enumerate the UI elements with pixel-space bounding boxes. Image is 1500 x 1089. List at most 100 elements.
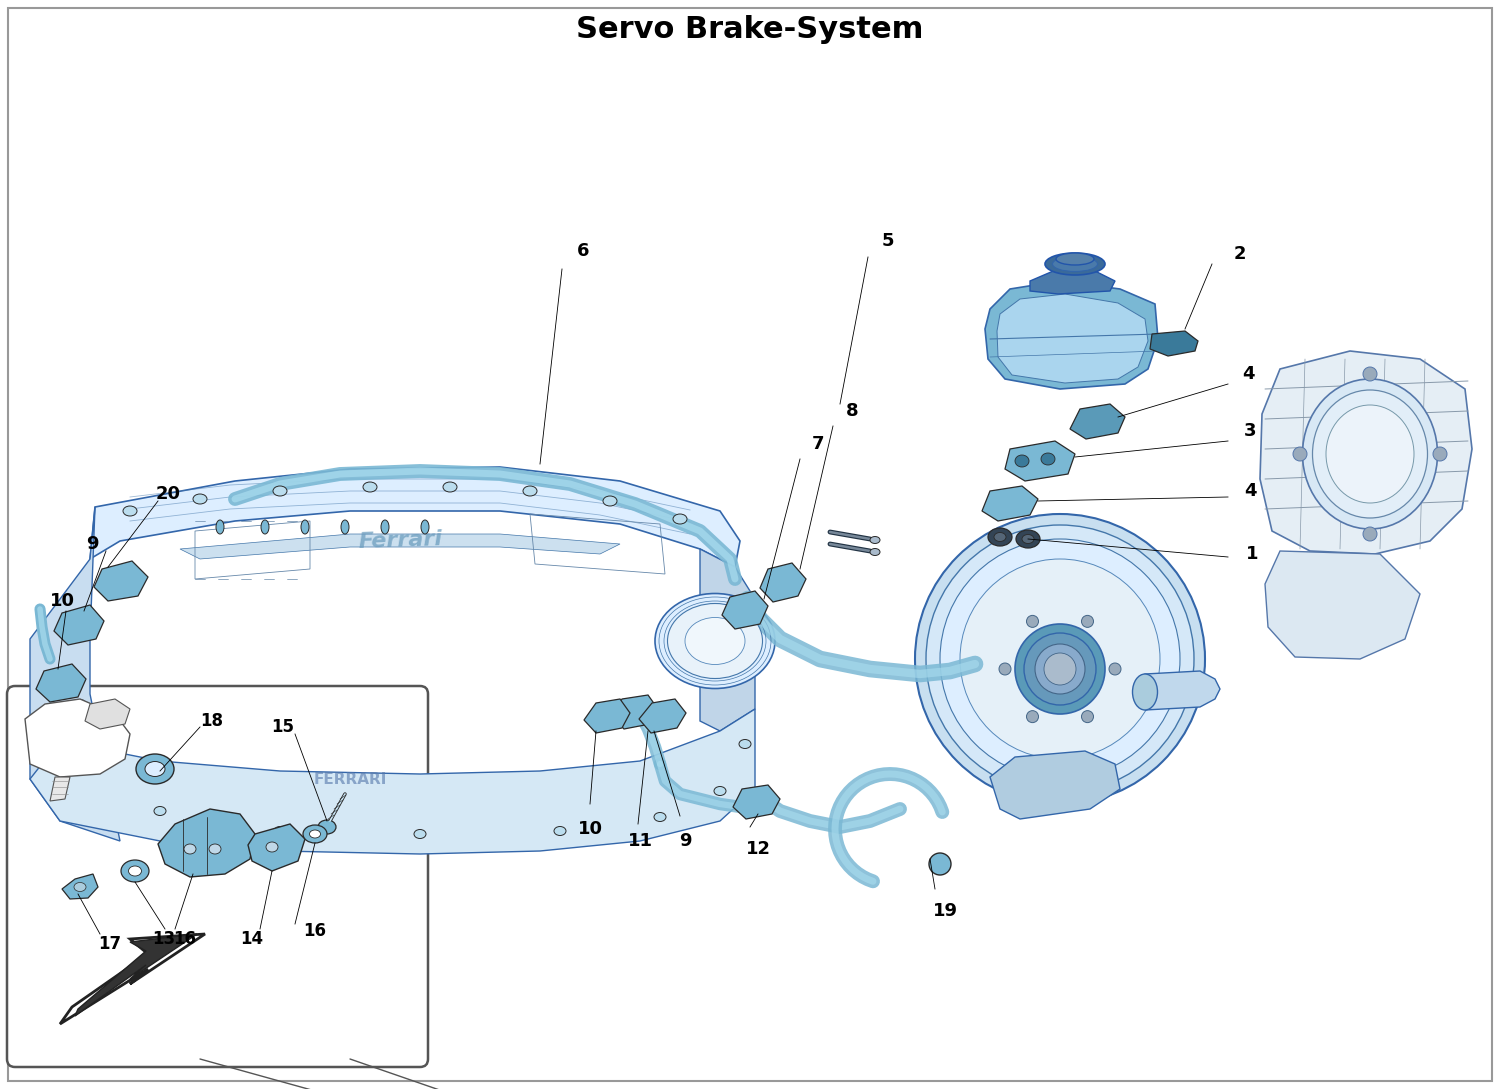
Ellipse shape [1082, 711, 1094, 723]
Ellipse shape [194, 494, 207, 504]
Polygon shape [30, 507, 120, 841]
Ellipse shape [686, 617, 746, 664]
Text: 10: 10 [50, 592, 75, 610]
Text: 19: 19 [933, 902, 957, 920]
Ellipse shape [603, 495, 616, 506]
Ellipse shape [1432, 446, 1448, 461]
Ellipse shape [136, 754, 174, 784]
Polygon shape [982, 486, 1038, 521]
Polygon shape [612, 695, 658, 729]
Ellipse shape [1022, 535, 1034, 543]
Ellipse shape [1046, 253, 1106, 276]
Ellipse shape [274, 827, 286, 835]
Polygon shape [50, 776, 70, 802]
Ellipse shape [74, 699, 86, 709]
Ellipse shape [123, 506, 136, 516]
Polygon shape [54, 605, 104, 645]
Ellipse shape [994, 533, 1006, 541]
Ellipse shape [309, 830, 321, 839]
Ellipse shape [1364, 527, 1377, 541]
Ellipse shape [1108, 663, 1120, 675]
Ellipse shape [129, 866, 141, 876]
Polygon shape [180, 534, 620, 559]
Polygon shape [584, 699, 630, 733]
Ellipse shape [184, 844, 196, 854]
Text: 16: 16 [303, 922, 327, 940]
Polygon shape [1005, 441, 1076, 481]
Ellipse shape [209, 844, 220, 854]
Ellipse shape [266, 842, 278, 852]
Ellipse shape [442, 482, 458, 492]
Text: Ferrari: Ferrari [357, 529, 442, 552]
Ellipse shape [381, 521, 388, 534]
Polygon shape [26, 699, 130, 776]
Text: 17: 17 [99, 935, 122, 953]
Polygon shape [60, 934, 206, 1024]
Ellipse shape [318, 820, 336, 834]
Ellipse shape [1016, 455, 1029, 467]
Polygon shape [1144, 671, 1220, 710]
Polygon shape [1070, 404, 1125, 439]
Polygon shape [62, 874, 98, 900]
Ellipse shape [740, 739, 752, 748]
Text: 1: 1 [1245, 544, 1258, 563]
Polygon shape [1150, 331, 1198, 356]
Ellipse shape [870, 549, 880, 555]
Text: 13: 13 [153, 930, 176, 949]
Text: 3: 3 [1244, 423, 1257, 440]
Ellipse shape [1041, 453, 1054, 465]
Text: 9: 9 [86, 535, 99, 553]
Text: 11: 11 [627, 832, 652, 851]
Polygon shape [75, 934, 196, 1016]
Polygon shape [1260, 351, 1472, 554]
Polygon shape [760, 563, 806, 602]
Ellipse shape [1026, 711, 1038, 723]
Ellipse shape [1326, 405, 1414, 503]
Ellipse shape [422, 521, 429, 534]
Polygon shape [990, 751, 1120, 819]
Ellipse shape [926, 525, 1194, 793]
Text: 15: 15 [272, 718, 294, 736]
Ellipse shape [915, 514, 1204, 804]
Ellipse shape [554, 827, 566, 835]
Ellipse shape [1026, 615, 1038, 627]
Ellipse shape [988, 528, 1012, 546]
Ellipse shape [1056, 253, 1094, 265]
Text: FERRARI: FERRARI [314, 771, 387, 786]
Ellipse shape [656, 594, 776, 688]
Ellipse shape [674, 514, 687, 524]
Ellipse shape [1035, 644, 1084, 694]
Text: 8: 8 [846, 402, 858, 420]
Text: 5: 5 [882, 232, 894, 250]
Text: Servo Brake-System: Servo Brake-System [576, 14, 924, 44]
Polygon shape [30, 709, 754, 854]
Text: 4: 4 [1242, 365, 1254, 383]
Ellipse shape [146, 761, 165, 776]
Ellipse shape [1302, 379, 1437, 529]
Ellipse shape [303, 825, 327, 843]
Polygon shape [998, 294, 1148, 383]
Ellipse shape [414, 830, 426, 839]
Polygon shape [1030, 269, 1114, 294]
Text: 10: 10 [578, 820, 603, 839]
Ellipse shape [74, 882, 86, 892]
Text: 2: 2 [1233, 245, 1246, 264]
Text: 6: 6 [576, 242, 590, 260]
Ellipse shape [302, 521, 309, 534]
Text: 16: 16 [174, 930, 196, 949]
Ellipse shape [1016, 624, 1106, 714]
Ellipse shape [216, 521, 223, 534]
Ellipse shape [524, 486, 537, 495]
Ellipse shape [928, 853, 951, 874]
Ellipse shape [1053, 257, 1098, 271]
Ellipse shape [714, 786, 726, 795]
Text: 12: 12 [746, 840, 771, 858]
Ellipse shape [1082, 615, 1094, 627]
Polygon shape [1264, 551, 1420, 659]
Ellipse shape [94, 759, 106, 769]
Text: 18: 18 [201, 712, 223, 730]
Ellipse shape [1016, 530, 1040, 548]
Ellipse shape [870, 537, 880, 543]
Polygon shape [639, 699, 686, 733]
Polygon shape [986, 281, 1158, 389]
